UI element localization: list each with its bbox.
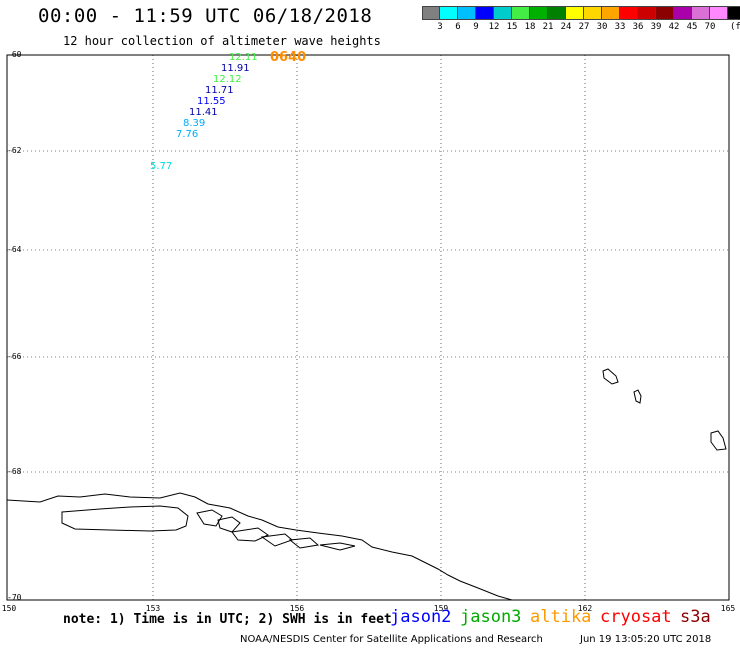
color-scale-cell	[584, 6, 602, 20]
wave-height-obs: 11.91	[221, 63, 250, 74]
color-scale-cell	[692, 6, 710, 20]
color-scale-label: 6	[455, 22, 461, 32]
footer-timestamp: Jun 19 13:05:20 UTC 2018	[580, 634, 712, 645]
lat-label: -62	[7, 146, 22, 155]
color-scale-label: 24	[560, 22, 572, 32]
color-scale-cell	[458, 6, 476, 20]
color-scale-label: 9	[473, 22, 479, 32]
color-scale-cell	[476, 6, 494, 20]
map-subtitle: 12 hour collection of altimeter wave hei…	[63, 34, 381, 48]
graticule	[7, 55, 729, 600]
lon-label: 156	[289, 604, 305, 613]
wave-height-obs: 11.71	[205, 85, 234, 96]
color-scale-cell	[548, 6, 566, 20]
color-scale-unit: (ft)	[730, 22, 740, 32]
wave-height-obs: 12.11	[229, 52, 258, 63]
color-scale-label: 39	[650, 22, 662, 32]
map-frame	[6, 54, 730, 601]
legend-s3a: s3a	[680, 607, 711, 627]
color-scale-label: 21	[542, 22, 554, 32]
color-scale-cell	[512, 6, 530, 20]
color-scale-cell	[620, 6, 638, 20]
color-scale-cell	[674, 6, 692, 20]
color-scale-label: 42	[668, 22, 680, 32]
color-scale-label: 27	[578, 22, 590, 32]
legend-altika: altika	[530, 607, 592, 627]
color-scale-cell	[728, 6, 740, 20]
lat-label: -60	[7, 50, 22, 59]
color-scale-cell	[530, 6, 548, 20]
lon-label: 159	[433, 604, 449, 613]
footer-credit: NOAA/NESDIS Center for Satellite Applica…	[240, 634, 543, 645]
legend-cryosat: cryosat	[600, 607, 672, 627]
wave-height-obs: 12.12	[213, 74, 242, 85]
wave-height-obs: 11.41	[189, 107, 218, 118]
color-scale-label: 33	[614, 22, 626, 32]
wave-height-obs: 8.39	[183, 118, 206, 129]
color-scale-label: 18	[524, 22, 536, 32]
lat-label: -66	[7, 352, 22, 361]
color-scale-label: 12	[488, 22, 500, 32]
color-scale-label: 30	[596, 22, 608, 32]
color-scale-cell	[710, 6, 728, 20]
color-scale-cell	[440, 6, 458, 20]
color-scale-cell	[566, 6, 584, 20]
color-scale-cell	[638, 6, 656, 20]
wave-height-obs: 7.76	[176, 129, 199, 140]
legend-jason2: jason2	[390, 607, 452, 627]
units-note: note: 1) Time is in UTC; 2) SWH is in fe…	[63, 612, 392, 627]
color-scale-label: 3	[437, 22, 443, 32]
lon-label: 153	[145, 604, 161, 613]
color-scale-label: 15	[506, 22, 518, 32]
lon-label: 162	[577, 604, 593, 613]
color-scale-label: 36	[632, 22, 644, 32]
color-scale-bar	[422, 6, 740, 20]
wave-height-obs: 5.77	[150, 161, 173, 172]
color-scale-cell	[602, 6, 620, 20]
color-scale-cell	[656, 6, 674, 20]
color-scale-cell	[422, 6, 440, 20]
legend-jason3: jason3	[460, 607, 522, 627]
lon-label: 150	[1, 604, 17, 613]
lat-label: -68	[7, 467, 22, 476]
color-scale-label: 45	[686, 22, 698, 32]
lat-label: -70	[7, 593, 22, 602]
pass-time-label: 0640	[270, 50, 307, 65]
lat-label: -64	[7, 245, 22, 254]
color-scale-cell	[494, 6, 512, 20]
color-scale-label: 70	[704, 22, 716, 32]
map-title: 00:00 - 11:59 UTC 06/18/2018	[38, 5, 373, 27]
lon-label: 165	[720, 604, 736, 613]
coastline	[6, 368, 727, 601]
wave-height-obs: 11.55	[197, 96, 226, 107]
